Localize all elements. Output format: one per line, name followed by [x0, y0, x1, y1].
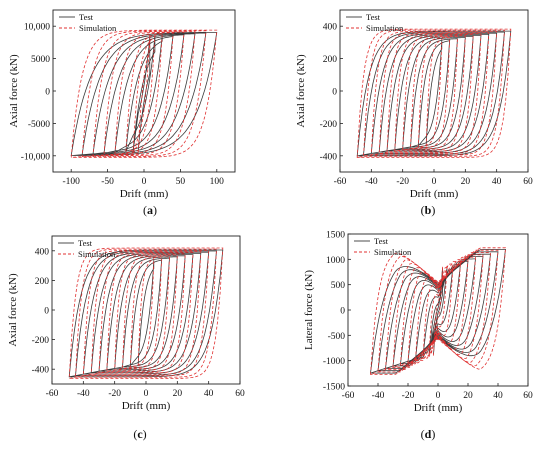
x-tick-label: -40	[365, 177, 378, 187]
x-tick-label: -40	[77, 389, 90, 399]
legend-test-label: Test	[78, 238, 93, 248]
x-tick-label: -60	[342, 391, 355, 401]
y-tick-label: 200	[35, 277, 50, 287]
y-axis-label: Axial force (kN)	[8, 54, 20, 128]
y-tick-label: 1500	[326, 231, 345, 241]
x-tick-label: -100	[62, 177, 80, 187]
x-tick-label: -20	[402, 391, 415, 401]
x-tick-label: 60	[523, 177, 533, 187]
y-tick-label: 0	[44, 307, 49, 317]
series-simulation-line	[70, 29, 218, 158]
x-tick-label: 50	[176, 177, 186, 187]
legend-test-label: Test	[374, 236, 389, 246]
x-tick-label: 40	[204, 389, 214, 399]
chart-panel-a: -100 -50 0 50 100 -10,000 -5000 0 5000 10,000 Drif…	[8, 9, 236, 217]
y-tick-label: 0	[332, 88, 337, 98]
y-tick-label: -10,000	[21, 152, 51, 162]
panel-caption: (b)	[421, 203, 436, 217]
plot-frame	[52, 9, 236, 173]
legend-simulation-label: Simulation	[366, 23, 404, 33]
x-axis-label: Drift (mm)	[410, 188, 459, 200]
y-tick-label: 10,000	[24, 23, 50, 33]
x-tick-label: 0	[432, 177, 437, 187]
x-tick-label: 20	[461, 177, 471, 187]
x-axis-label: Drift (mm)	[120, 188, 169, 200]
series-test-line	[370, 249, 506, 374]
legend-simulation-label: Simulation	[78, 249, 116, 259]
y-tick-label: -200	[320, 120, 338, 130]
series-test-line	[70, 32, 218, 157]
x-tick-label: 20	[463, 391, 473, 401]
x-tick-label: -20	[396, 177, 409, 187]
legend-simulation-label: Simulation	[79, 23, 117, 33]
x-tick-label: 0	[142, 177, 147, 187]
y-axis-label: Lateral force (kN)	[303, 270, 315, 350]
x-tick-label: 0	[436, 391, 441, 401]
y-axis-label: Axial force (kN)	[295, 54, 307, 128]
x-tick-label: -50	[101, 177, 114, 187]
y-tick-label: -500	[328, 332, 346, 342]
y-tick-label: 400	[323, 23, 338, 33]
y-tick-label: -400	[32, 366, 50, 376]
x-tick-label: 20	[173, 389, 183, 399]
series-test-line	[68, 249, 224, 378]
series-simulation-line	[68, 247, 224, 379]
y-tick-label: 0	[45, 88, 50, 98]
x-tick-label: 40	[493, 391, 503, 401]
legend-simulation-label: Simulation	[374, 247, 412, 257]
x-tick-label: -60	[334, 177, 347, 187]
x-tick-label: 60	[235, 389, 245, 399]
panel-caption: (d)	[421, 427, 436, 441]
y-tick-label: 1000	[326, 256, 345, 266]
series-simulation-line	[370, 247, 506, 375]
legend-test-label: Test	[79, 12, 94, 22]
y-tick-label: -400	[320, 152, 338, 162]
legend-test-label: Test	[366, 12, 381, 22]
x-tick-label: 60	[523, 391, 533, 401]
panel-caption: (a)	[143, 203, 157, 217]
y-tick-label: -5000	[28, 120, 50, 130]
y-tick-label: -1000	[323, 357, 345, 367]
chart-panel-d: -60 -40 -20 0 20 40 60 -1500 -1000 -500 0 500 1000 15…	[303, 231, 533, 442]
y-tick-label: 5000	[31, 55, 50, 65]
x-tick-label: -40	[372, 391, 385, 401]
x-tick-label: 0	[144, 389, 149, 399]
x-axis-label: Drift (mm)	[414, 402, 463, 414]
y-tick-label: -1500	[323, 383, 345, 393]
y-axis-label: Axial force (kN)	[7, 273, 19, 347]
y-tick-label: 500	[331, 281, 346, 291]
y-tick-label: 200	[323, 55, 338, 65]
x-tick-label: 100	[210, 177, 225, 187]
y-tick-label: 400	[35, 247, 50, 257]
x-tick-label: -20	[108, 389, 121, 399]
series-simulation-line	[356, 28, 512, 158]
y-tick-label: -200	[32, 336, 50, 346]
y-tick-label: 0	[340, 307, 345, 317]
x-tick-label: -60	[46, 389, 59, 399]
panel-caption: (c)	[133, 427, 146, 441]
x-axis-label: Drift (mm)	[122, 400, 171, 412]
x-tick-label: 40	[492, 177, 502, 187]
